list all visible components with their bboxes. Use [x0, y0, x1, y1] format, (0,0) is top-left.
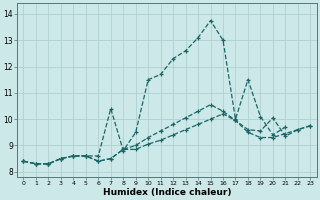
X-axis label: Humidex (Indice chaleur): Humidex (Indice chaleur)	[103, 188, 231, 197]
